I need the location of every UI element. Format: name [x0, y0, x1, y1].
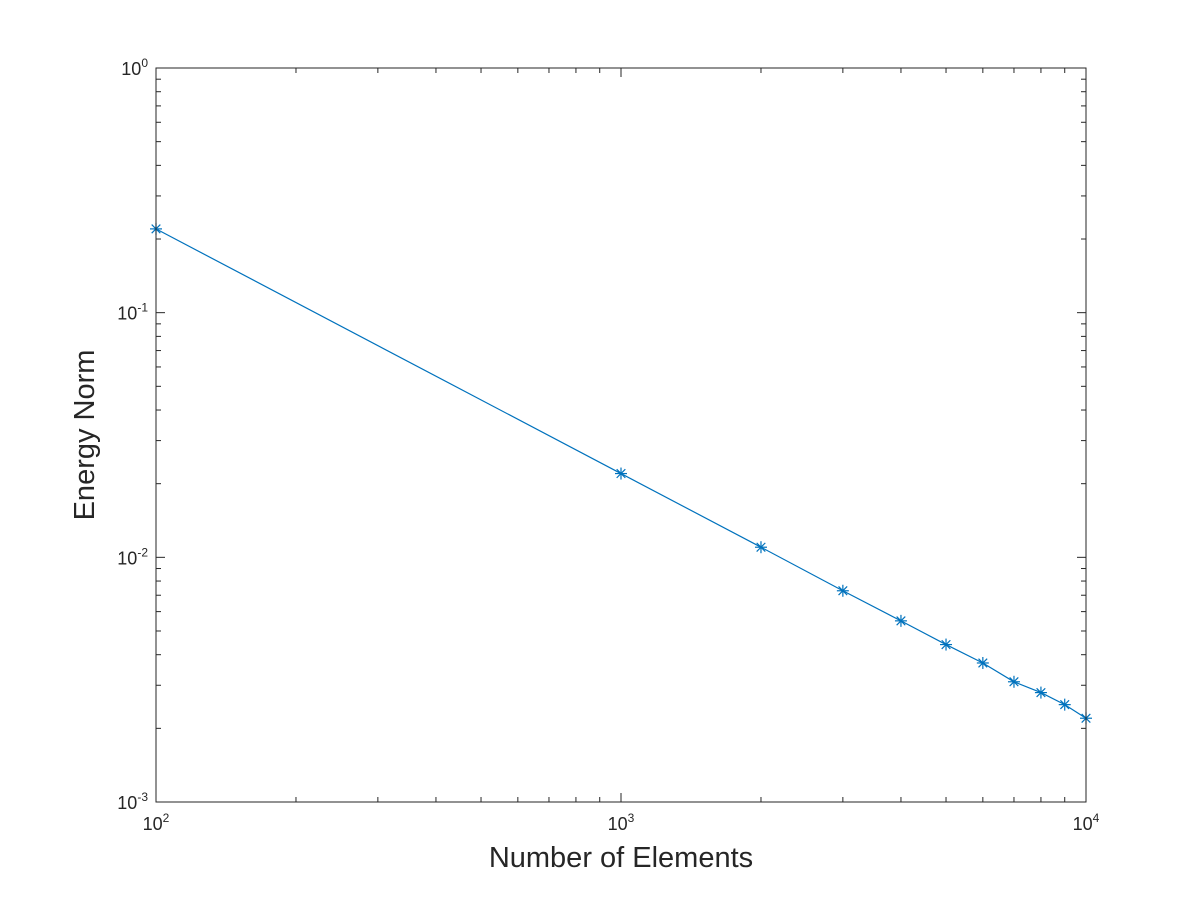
data-point-marker: [1058, 698, 1071, 711]
x-tick-label: 102: [143, 811, 170, 834]
x-tick-label: 104: [1073, 811, 1100, 834]
plot-box: [155, 67, 1087, 803]
data-point-marker: [1034, 686, 1047, 699]
x-tick-labels: 102 103 104: [143, 811, 1100, 834]
y-tick-label: 10-1: [117, 301, 148, 324]
x-tick-label: 103: [608, 811, 635, 834]
data-point-marker: [615, 467, 627, 480]
y-tick-label: 10-2: [117, 545, 148, 568]
data-point-marker: [754, 541, 767, 554]
data-point-marker: [940, 638, 953, 651]
minor-ticks: [156, 68, 1086, 802]
data-point-marker: [894, 614, 907, 627]
data-point-marker: [976, 656, 989, 669]
y-tick-label: 100: [121, 56, 148, 79]
y-tick-labels: 10-3 10-2 10-1 100: [117, 56, 148, 813]
data-point-marker: [1007, 675, 1020, 688]
data-point-marker: [836, 584, 849, 597]
y-axis-title: Energy Norm: [69, 350, 101, 521]
y-tick-label: 10-3: [117, 790, 148, 813]
x-axis-title: Number of Elements: [489, 842, 753, 874]
